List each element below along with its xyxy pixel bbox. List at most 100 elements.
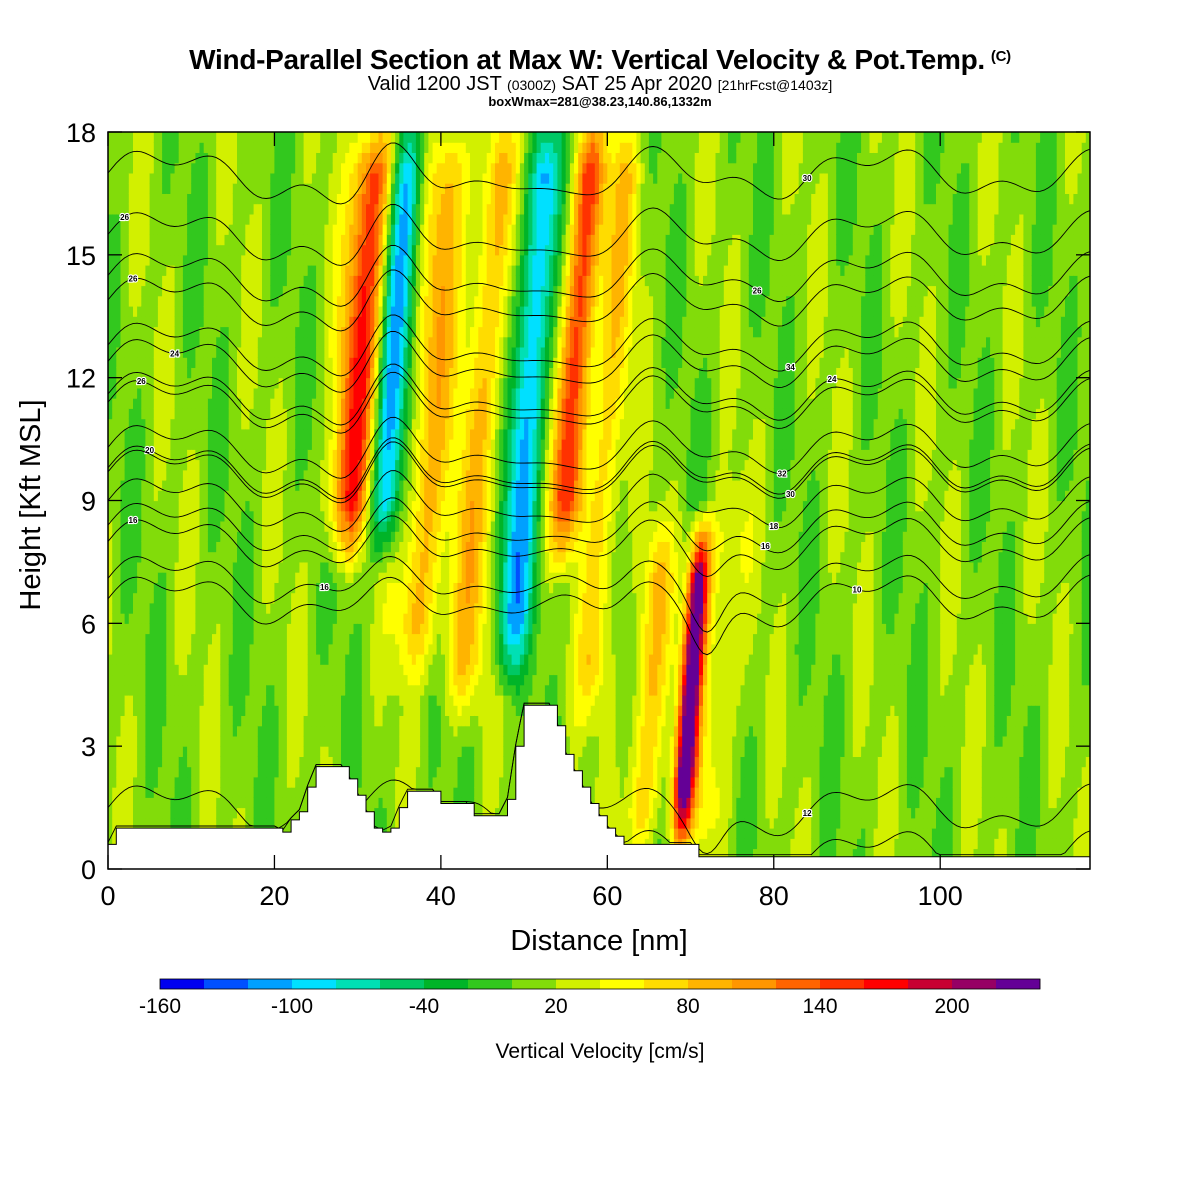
velocity-cell xyxy=(174,766,180,778)
velocity-cell xyxy=(141,654,147,665)
velocity-cell xyxy=(278,602,284,614)
velocity-cell xyxy=(207,408,213,420)
velocity-cell xyxy=(170,674,176,686)
velocity-cell xyxy=(286,664,292,676)
velocity-cell xyxy=(120,275,126,287)
velocity-cell xyxy=(349,183,355,194)
velocity-cell xyxy=(278,746,284,757)
velocity-cell xyxy=(361,510,367,522)
velocity-cell xyxy=(345,306,350,317)
velocity-cell xyxy=(124,244,130,256)
velocity-cell xyxy=(336,602,342,614)
velocity-cell xyxy=(137,654,142,665)
velocity-cell xyxy=(328,561,334,573)
velocity-cell xyxy=(307,183,313,194)
velocity-cell xyxy=(320,152,325,164)
velocity-cell xyxy=(320,521,325,532)
velocity-cell xyxy=(345,582,350,594)
velocity-cell xyxy=(336,623,342,635)
velocity-cell xyxy=(370,428,375,440)
velocity-cell xyxy=(274,572,280,583)
velocity-cell xyxy=(374,541,380,553)
velocity-cell xyxy=(345,428,350,440)
velocity-cell xyxy=(303,572,309,583)
velocity-cell xyxy=(187,715,192,727)
velocity-cell xyxy=(232,490,238,502)
velocity-cell xyxy=(162,172,167,184)
velocity-cell xyxy=(353,275,359,287)
velocity-cell xyxy=(366,213,371,225)
velocity-cell xyxy=(336,664,342,676)
velocity-cell xyxy=(332,490,338,502)
velocity-cell xyxy=(307,561,313,573)
velocity-cell xyxy=(295,224,300,235)
velocity-cell xyxy=(120,387,126,399)
velocity-cell xyxy=(253,582,259,594)
velocity-cell xyxy=(141,521,147,532)
velocity-cell xyxy=(203,797,209,809)
velocity-cell xyxy=(311,172,317,184)
velocity-cell xyxy=(291,531,296,542)
velocity-cell xyxy=(378,572,384,583)
velocity-cell xyxy=(241,756,246,768)
velocity-cell xyxy=(353,316,359,328)
velocity-cell xyxy=(270,285,276,297)
velocity-cell xyxy=(328,408,334,420)
velocity-cell xyxy=(224,418,230,430)
velocity-cell xyxy=(382,756,388,768)
velocity-cell xyxy=(278,193,284,205)
velocity-cell xyxy=(382,735,388,747)
velocity-cell xyxy=(262,387,267,399)
velocity-cell xyxy=(282,449,288,461)
velocity-cell xyxy=(270,766,276,778)
velocity-cell xyxy=(145,428,151,440)
velocity-cell xyxy=(141,674,147,686)
velocity-cell xyxy=(253,715,259,727)
velocity-cell xyxy=(270,582,276,594)
velocity-cell xyxy=(316,357,321,368)
velocity-cell xyxy=(307,695,313,706)
velocity-cell xyxy=(153,183,159,194)
velocity-cell xyxy=(253,674,259,686)
velocity-cell xyxy=(291,654,296,665)
velocity-cell xyxy=(286,572,292,583)
velocity-cell xyxy=(112,776,117,788)
velocity-cell xyxy=(207,602,213,614)
velocity-cell xyxy=(120,664,126,676)
velocity-cell xyxy=(332,265,338,276)
velocity-cell xyxy=(137,797,142,809)
velocity-cell xyxy=(145,756,151,768)
velocity-cell xyxy=(299,541,305,553)
velocity-cell xyxy=(145,162,151,174)
velocity-cell xyxy=(291,797,296,809)
velocity-cell xyxy=(374,623,380,635)
velocity-cell xyxy=(216,787,221,798)
velocity-cell xyxy=(124,224,130,235)
velocity-cell xyxy=(212,592,217,604)
velocity-cell xyxy=(174,183,180,194)
velocity-cell xyxy=(116,316,122,328)
velocity-cell xyxy=(349,490,355,502)
velocity-cell xyxy=(390,316,396,328)
velocity-cell xyxy=(195,766,201,778)
velocity-cell xyxy=(157,500,163,512)
velocity-cell xyxy=(137,715,142,727)
velocity-cell xyxy=(116,265,122,276)
velocity-cell xyxy=(124,408,130,420)
velocity-cell xyxy=(386,746,392,757)
velocity-cell xyxy=(291,387,296,399)
velocity-cell xyxy=(390,398,396,409)
velocity-cell xyxy=(128,602,134,614)
velocity-cell xyxy=(353,541,359,553)
velocity-cell xyxy=(149,613,155,624)
velocity-cell xyxy=(282,265,288,276)
velocity-cell xyxy=(245,684,251,696)
velocity-cell xyxy=(170,285,176,297)
velocity-cell xyxy=(166,306,172,317)
velocity-cell xyxy=(336,428,342,440)
velocity-cell xyxy=(374,285,380,297)
velocity-cell xyxy=(162,633,167,645)
velocity-cell xyxy=(124,674,130,686)
velocity-cell xyxy=(216,377,221,389)
velocity-cell xyxy=(203,551,209,563)
